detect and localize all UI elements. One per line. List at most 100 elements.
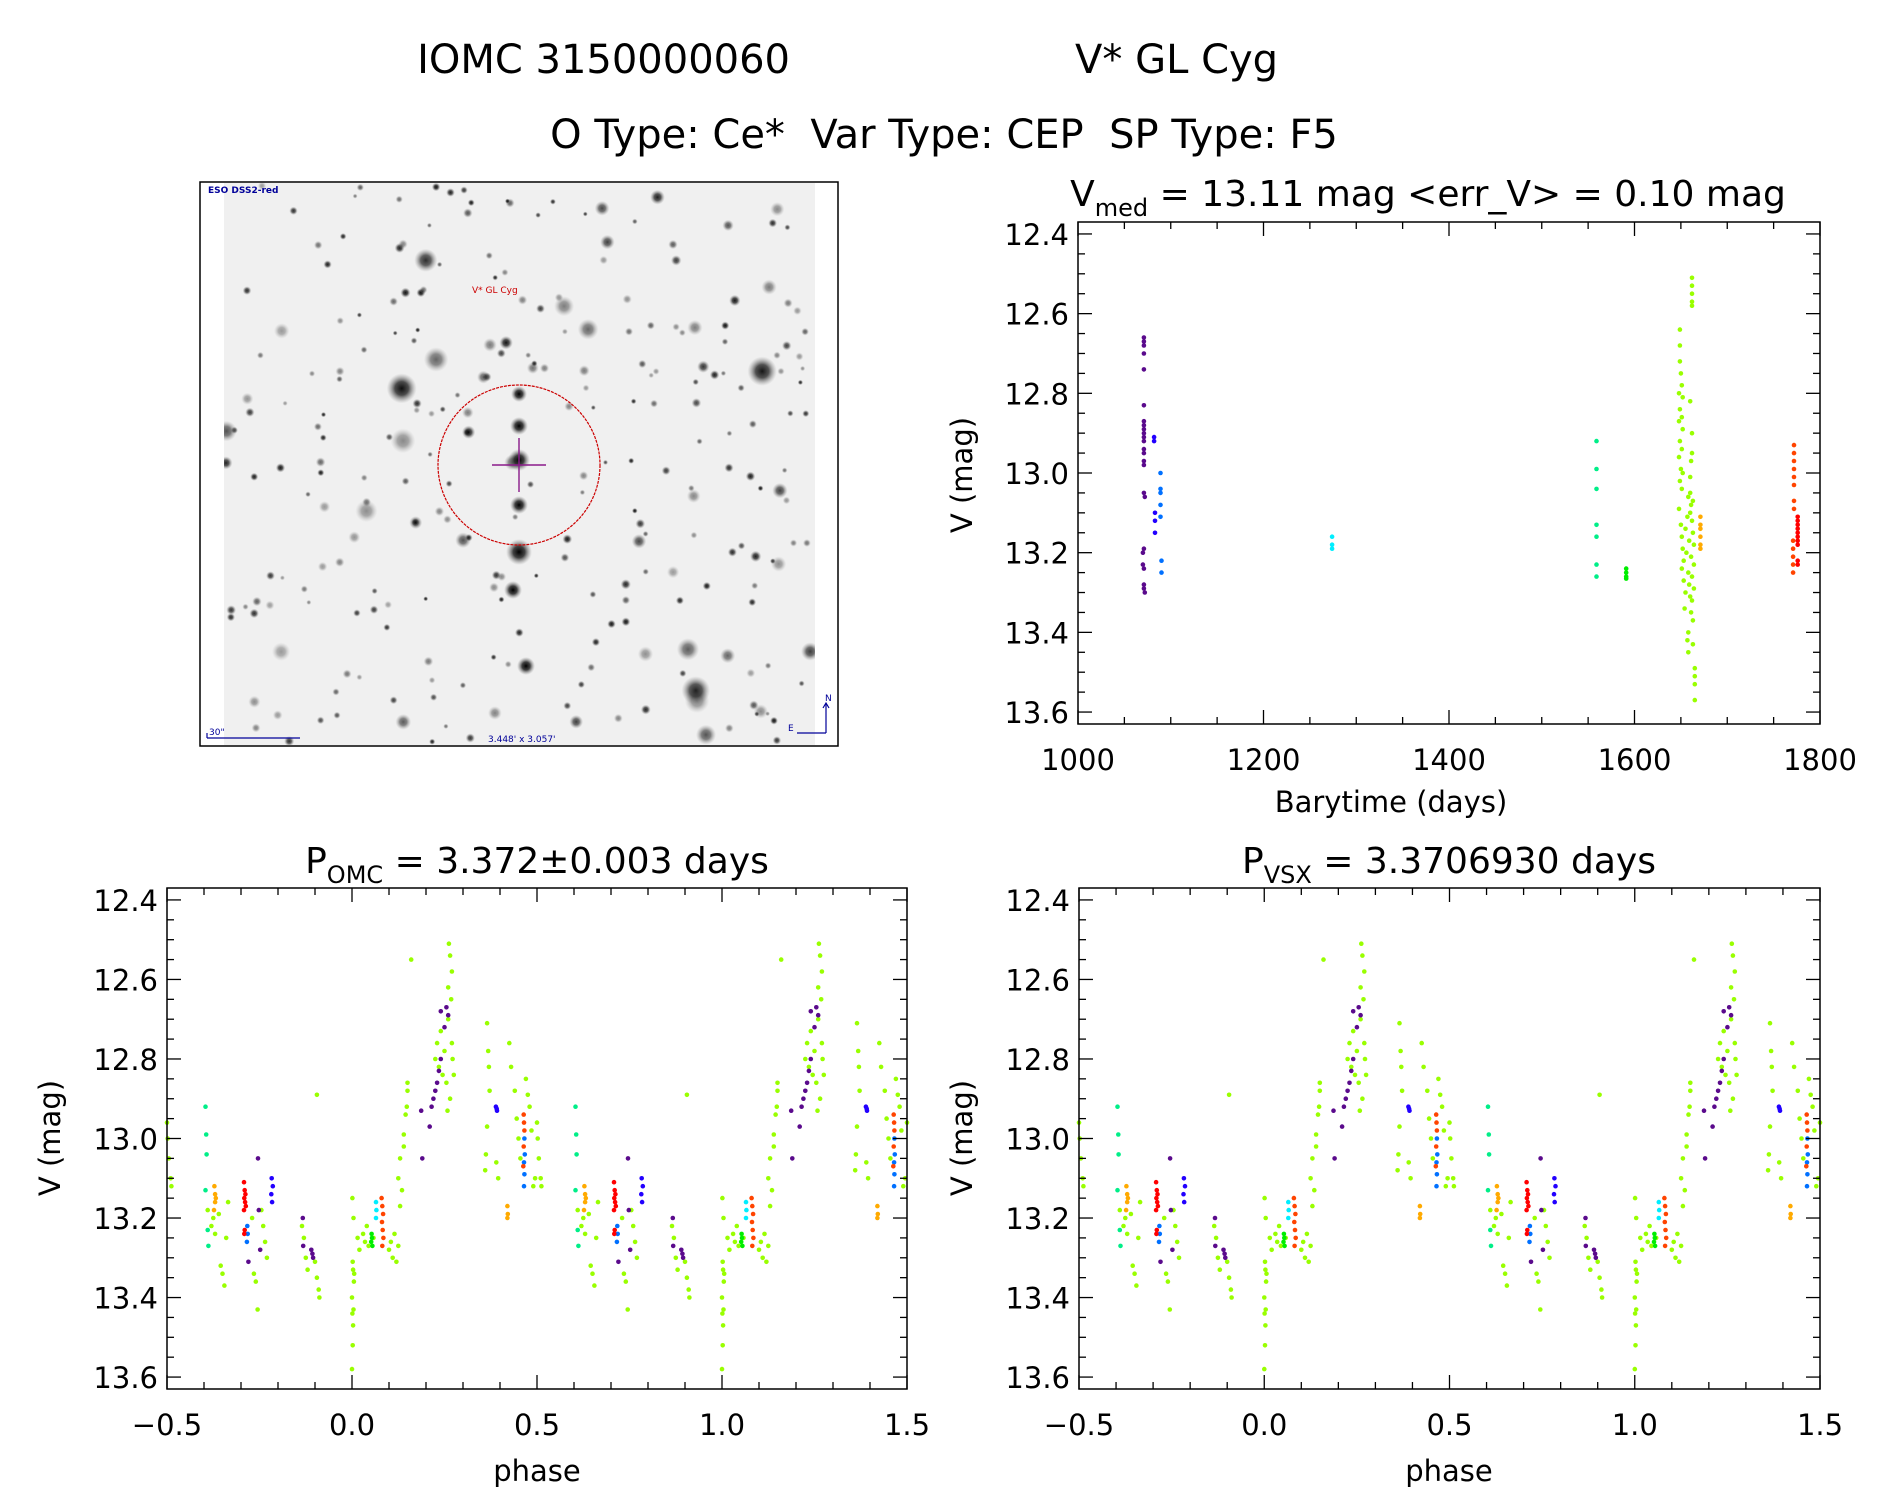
- data-point: [1430, 1156, 1436, 1161]
- data-point: [1224, 1259, 1230, 1265]
- data-point: [349, 1366, 355, 1372]
- data-point: [816, 941, 822, 946]
- data-point: [1406, 1160, 1411, 1165]
- data-point: [1493, 1215, 1499, 1221]
- data-point: [1538, 1156, 1543, 1161]
- data-point: [300, 1215, 306, 1221]
- data-point: [720, 1343, 725, 1348]
- data-point: [255, 1156, 261, 1161]
- data-point: [448, 997, 454, 1002]
- data-point: [586, 1211, 592, 1217]
- data-point: [1263, 1307, 1268, 1312]
- star: [501, 268, 509, 276]
- data-point: [1679, 446, 1685, 452]
- star: [724, 723, 734, 733]
- data-point: [612, 1231, 617, 1237]
- data-point: [1692, 681, 1698, 687]
- data-point: [539, 1183, 544, 1189]
- data-point: [1292, 1243, 1297, 1249]
- data-point: [640, 1183, 646, 1189]
- data-point: [812, 1024, 817, 1030]
- data-point: [436, 1068, 442, 1074]
- data-point: [1684, 1144, 1689, 1149]
- data-point: [1728, 1016, 1734, 1022]
- star: [492, 274, 499, 281]
- data-point: [218, 1263, 223, 1268]
- data-point: [1677, 478, 1683, 484]
- star: [749, 700, 759, 710]
- data-point: [1691, 562, 1697, 567]
- plot-frame: [1077, 221, 1821, 725]
- sky-image-panel: ESO DSS2-red V* GL Cyg 30" 3.448' x 3.05…: [199, 181, 839, 747]
- star: [224, 420, 237, 442]
- data-point: [1115, 1104, 1120, 1109]
- star: [271, 642, 291, 661]
- data-point: [1791, 1064, 1797, 1070]
- data-point: [1679, 383, 1685, 388]
- data-point: [750, 1227, 755, 1233]
- star: [638, 359, 647, 369]
- data-point: [1677, 327, 1683, 332]
- data-point: [625, 1156, 631, 1161]
- data-point: [1731, 997, 1737, 1002]
- data-point: [534, 1120, 540, 1125]
- star: [336, 375, 343, 383]
- data-point: [442, 1048, 447, 1054]
- star: [737, 384, 745, 392]
- star: [249, 608, 259, 619]
- data-point: [1141, 438, 1147, 444]
- data-point: [1632, 1311, 1638, 1316]
- data-point: [396, 1176, 401, 1181]
- data-point: [1151, 438, 1157, 444]
- data-point: [1686, 582, 1692, 587]
- data-point: [736, 1243, 741, 1249]
- data-point: [1599, 1287, 1604, 1292]
- star: [504, 660, 512, 668]
- data-point: [769, 1187, 775, 1193]
- data-point: [1141, 403, 1147, 408]
- star: [360, 346, 368, 354]
- data-point: [1356, 1005, 1361, 1010]
- data-point: [1678, 522, 1684, 528]
- star: [620, 579, 631, 590]
- star: [497, 572, 507, 582]
- data-point: [1679, 566, 1685, 571]
- data-point: [212, 1183, 217, 1189]
- data-point: [1304, 1231, 1310, 1237]
- star: [679, 669, 687, 678]
- star: [722, 219, 734, 232]
- data-point: [386, 1247, 392, 1253]
- data-point: [1433, 1164, 1439, 1169]
- data-point: [815, 1016, 821, 1022]
- star: [465, 533, 473, 542]
- data-point: [1543, 1223, 1549, 1229]
- star: [577, 680, 585, 689]
- star: [413, 406, 421, 414]
- data-point: [1594, 534, 1599, 539]
- star: [348, 531, 361, 544]
- star: [631, 507, 638, 514]
- star: [318, 501, 331, 513]
- data-point: [1594, 562, 1599, 567]
- data-point: [1795, 1088, 1801, 1094]
- data-point: [514, 1116, 519, 1121]
- data-point: [1158, 1259, 1163, 1265]
- phase-omc-ylabel: V (mag): [33, 1080, 67, 1196]
- data-point: [1299, 1247, 1304, 1253]
- star: [690, 531, 698, 539]
- data-point: [350, 1311, 355, 1316]
- data-point: [1812, 1128, 1817, 1133]
- data-point: [1262, 1259, 1268, 1265]
- data-point: [369, 1235, 375, 1241]
- y-tick-label: 13.4: [1004, 616, 1069, 650]
- data-point: [223, 1235, 229, 1241]
- data-point: [483, 1152, 489, 1157]
- data-point: [679, 1247, 684, 1253]
- data-point: [1634, 1271, 1640, 1276]
- data-point: [854, 1020, 860, 1026]
- data-point: [1141, 430, 1147, 436]
- data-point: [1766, 1152, 1772, 1157]
- star: [410, 337, 418, 345]
- data-point: [1153, 1207, 1159, 1213]
- star: [383, 623, 391, 632]
